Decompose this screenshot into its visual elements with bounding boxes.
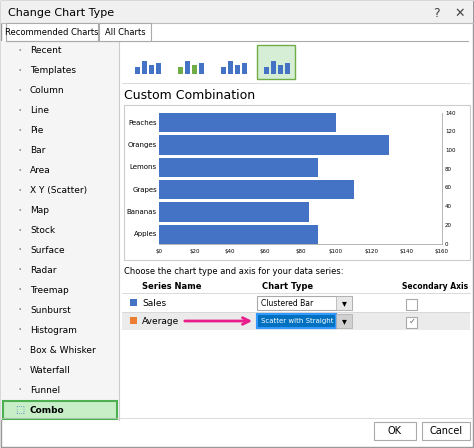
Text: $40: $40 <box>225 249 235 254</box>
Text: Recommended Charts: Recommended Charts <box>5 27 99 36</box>
Text: Funnel: Funnel <box>30 386 60 395</box>
Text: ·: · <box>18 224 22 237</box>
FancyBboxPatch shape <box>257 45 295 79</box>
FancyBboxPatch shape <box>159 158 318 177</box>
Text: ✓: ✓ <box>409 316 416 326</box>
FancyBboxPatch shape <box>142 61 147 74</box>
Text: $60: $60 <box>260 249 270 254</box>
Text: Line: Line <box>30 106 49 115</box>
Text: ·: · <box>18 243 22 258</box>
Text: $100: $100 <box>329 249 343 254</box>
Text: ·: · <box>18 363 22 377</box>
FancyBboxPatch shape <box>185 61 190 74</box>
Text: Bar: Bar <box>30 146 46 155</box>
FancyBboxPatch shape <box>285 63 290 74</box>
Text: $160: $160 <box>435 249 449 254</box>
Text: ·: · <box>18 283 22 297</box>
Text: Surface: Surface <box>30 246 64 255</box>
FancyBboxPatch shape <box>122 312 470 330</box>
FancyBboxPatch shape <box>149 65 154 74</box>
Text: ·: · <box>18 184 22 198</box>
Text: Histogram: Histogram <box>30 326 77 335</box>
FancyBboxPatch shape <box>257 296 352 310</box>
FancyBboxPatch shape <box>278 65 283 74</box>
FancyBboxPatch shape <box>156 63 161 74</box>
FancyBboxPatch shape <box>264 67 269 74</box>
Text: Lemons: Lemons <box>130 164 157 170</box>
FancyBboxPatch shape <box>159 224 318 244</box>
FancyBboxPatch shape <box>99 23 151 41</box>
Text: $20: $20 <box>189 249 200 254</box>
FancyBboxPatch shape <box>1 41 119 420</box>
Text: 120: 120 <box>445 129 456 134</box>
Text: ·: · <box>18 323 22 337</box>
FancyBboxPatch shape <box>336 314 352 328</box>
Text: ·: · <box>18 263 22 277</box>
Text: Change Chart Type: Change Chart Type <box>8 8 114 18</box>
Text: Apples: Apples <box>134 231 157 237</box>
FancyBboxPatch shape <box>178 67 183 74</box>
FancyBboxPatch shape <box>374 422 416 440</box>
Text: Bananas: Bananas <box>127 209 157 215</box>
FancyBboxPatch shape <box>6 23 98 41</box>
Text: 60: 60 <box>445 185 452 190</box>
FancyBboxPatch shape <box>1 1 473 23</box>
Text: Series Name: Series Name <box>142 281 201 290</box>
FancyBboxPatch shape <box>192 65 197 74</box>
Text: ·: · <box>18 383 22 397</box>
FancyBboxPatch shape <box>159 202 310 222</box>
Text: ·: · <box>18 144 22 158</box>
Text: ·: · <box>18 44 22 58</box>
FancyBboxPatch shape <box>221 67 226 74</box>
Text: Chart Type: Chart Type <box>262 281 313 290</box>
Text: ·: · <box>18 124 22 138</box>
Text: 40: 40 <box>445 204 452 209</box>
Text: Pie: Pie <box>30 126 44 135</box>
Text: $120: $120 <box>364 249 378 254</box>
Text: Choose the chart type and axis for your data series:: Choose the chart type and axis for your … <box>124 267 344 276</box>
FancyBboxPatch shape <box>135 67 140 74</box>
Text: Average: Average <box>142 316 179 326</box>
Text: $140: $140 <box>400 249 414 254</box>
Text: ·: · <box>18 203 22 218</box>
Text: Scatter with Straight ...: Scatter with Straight ... <box>261 318 343 324</box>
FancyBboxPatch shape <box>422 422 470 440</box>
Text: Grapes: Grapes <box>132 187 157 193</box>
Text: $0: $0 <box>155 249 163 254</box>
Text: ·: · <box>18 64 22 78</box>
Text: Cancel: Cancel <box>429 426 463 436</box>
FancyBboxPatch shape <box>124 105 470 260</box>
Text: ·: · <box>18 104 22 118</box>
Text: Stock: Stock <box>30 226 55 235</box>
Text: Secondary Axis: Secondary Axis <box>402 281 468 290</box>
Text: Sales: Sales <box>142 298 166 307</box>
FancyBboxPatch shape <box>159 135 389 155</box>
Text: 0: 0 <box>445 241 448 246</box>
Text: Oranges: Oranges <box>128 142 157 148</box>
Text: Clustered Bar: Clustered Bar <box>261 298 313 307</box>
Text: Peaches: Peaches <box>128 120 157 126</box>
Text: Area: Area <box>30 166 51 175</box>
Text: All Charts: All Charts <box>105 27 146 36</box>
FancyBboxPatch shape <box>336 296 352 310</box>
FancyBboxPatch shape <box>130 299 137 306</box>
Text: Box & Whisker: Box & Whisker <box>30 346 96 355</box>
Text: ·: · <box>18 343 22 357</box>
Text: Waterfall: Waterfall <box>30 366 71 375</box>
Text: Sunburst: Sunburst <box>30 306 71 315</box>
FancyArrowPatch shape <box>185 318 249 324</box>
Text: ·: · <box>18 303 22 317</box>
Text: X Y (Scatter): X Y (Scatter) <box>30 186 87 195</box>
Text: ·: · <box>18 164 22 178</box>
Text: Combo: Combo <box>30 405 64 414</box>
Text: $80: $80 <box>295 249 306 254</box>
Text: ?: ? <box>433 7 439 20</box>
Text: ▾: ▾ <box>342 298 346 308</box>
FancyBboxPatch shape <box>122 294 470 312</box>
Text: Templates: Templates <box>30 66 76 75</box>
Text: ▾: ▾ <box>342 316 346 326</box>
Text: Radar: Radar <box>30 266 56 275</box>
Text: Map: Map <box>30 206 49 215</box>
Text: ✕: ✕ <box>455 7 465 20</box>
